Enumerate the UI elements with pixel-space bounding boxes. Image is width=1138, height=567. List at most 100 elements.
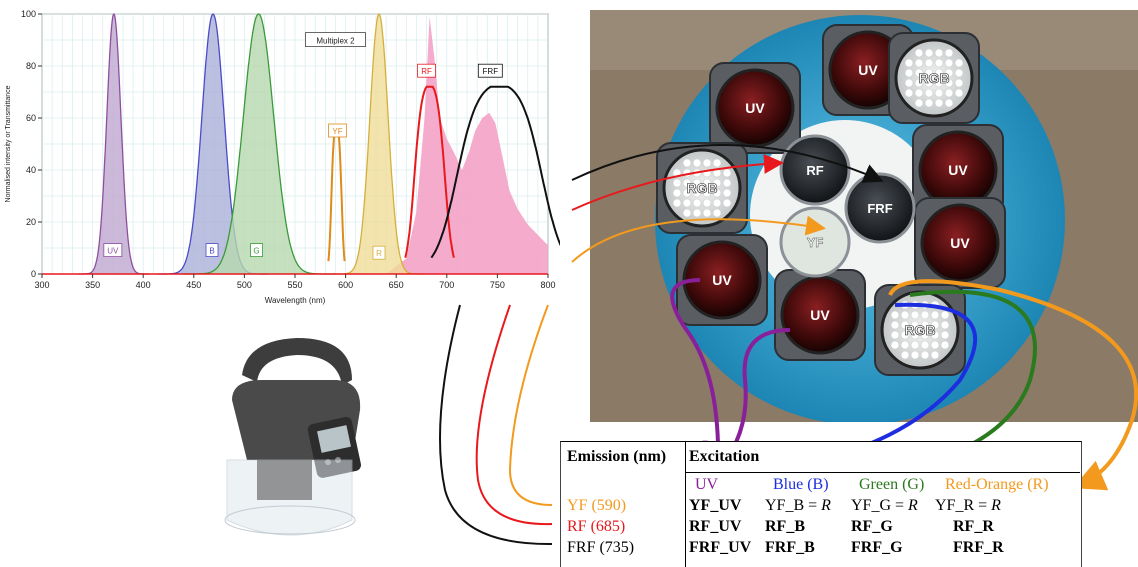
measurement-table: Emission (nm) Excitation UV Blue (B) Gre… [560,441,1082,567]
led-emitter [930,340,940,350]
led-emitter [954,68,964,78]
series-label-b: B [209,247,214,256]
series-label-rf: RF [421,67,432,76]
cell-yf-r: YF_R = R [935,497,1001,514]
cell-rf-b: RF_B [765,518,805,535]
led-emitter [940,340,950,350]
led-emitter [914,68,924,78]
x-axis-label: Wavelength (nm) [265,296,326,305]
led-emitter [682,208,692,218]
led-emitter [702,208,712,218]
led-label-uv: UV [948,162,968,178]
annotation-text: Multiplex 2 [316,37,355,46]
led-emitter [924,88,934,98]
led-emitter [930,350,940,360]
led-emitter [920,310,930,320]
series-label-box [250,243,263,258]
cell-yf-b: YF_B = R [765,497,831,514]
led-emitter [722,198,732,208]
y-tick-label: 60 [26,113,36,123]
series-label-box [205,243,219,258]
led-emitter [900,350,910,360]
filter-label-frf: FRF [867,201,892,216]
series-uv-fill [78,14,150,274]
row-yf: YF (590) [567,497,627,514]
frf-row-line [439,304,553,546]
yf-row-line [508,304,553,506]
col-blue: Blue (B) [773,476,829,493]
x-tick-label: 550 [287,280,302,290]
cell-frf-g: FRF_G [851,539,903,556]
y-tick-label: 100 [21,9,36,19]
led-emitter [924,78,934,88]
led-emitter [890,320,900,330]
led-emitter [920,300,930,310]
led-emitter [712,198,722,208]
series-uv-line [78,12,150,275]
led-emitter [910,340,920,350]
led-emitter [712,158,722,168]
x-tick-label: 750 [490,280,505,290]
series-b-fill [157,14,269,274]
cell-rf-uv: RF_UV [689,518,742,535]
led-emitter [712,168,722,178]
led-emitter [944,88,954,98]
led-emitter [924,48,934,58]
led-emitter [692,158,702,168]
series-frf-filter-line [430,85,560,259]
y-axis-label: Normalised intensity or Transmittance [5,85,12,202]
x-tick-label: 650 [389,280,404,290]
led-emitter [914,88,924,98]
handheld-device-photo [202,320,380,552]
led-emitter [904,58,914,68]
led-emitter [702,158,712,168]
led-emitter [692,208,702,218]
x-tick-label: 400 [136,280,151,290]
led-label-uv: UV [712,272,732,288]
header-emission: Emission (nm) [567,448,667,465]
led-emitter [920,350,930,360]
header-excitation: Excitation [689,448,760,465]
series-label-box [328,123,347,138]
led-emitter [934,48,944,58]
led-emitter [914,48,924,58]
led-emitter [954,58,964,68]
led-emitter [672,168,682,178]
led-emitter [934,98,944,108]
led-emitter [944,98,954,108]
series-g-fill [182,14,335,274]
cell-frf-b: FRF_B [765,539,815,556]
cell-frf-r: FRF_R [953,539,1004,556]
led-emitter [682,198,692,208]
led-emitter [944,78,954,88]
led-emitter [910,350,920,360]
led-emitter [934,68,944,78]
series-rf-filter-line [404,85,455,258]
led-emitter [954,78,964,88]
led-emitter [920,340,930,350]
led-emitter [672,198,682,208]
y-tick-label: 0 [31,269,36,279]
led-emitter [722,168,732,178]
led-emitter [954,88,964,98]
cell-yf-g: YF_G = R [851,497,918,514]
annotation-box [305,32,366,47]
led-emitter [890,340,900,350]
led-emitter [702,198,712,208]
led-emitter [914,58,924,68]
led-emitter [914,98,924,108]
led-label-rgb: RGB [904,322,935,338]
series-label-box [417,63,436,78]
led-emitter [890,330,900,340]
filter-label-yf: YF [807,235,824,250]
led-emitter [702,168,712,178]
spectrum-chart: 300 350 400 450 500 550 600 650 700 750 800 0 20 40 60… [5,9,560,305]
led-label-uv: UV [745,100,765,116]
row-frf: FRF (735) [567,539,635,556]
led-label-rgb: RGB [918,70,949,86]
x-tick-label: 350 [85,280,100,290]
led-emitter [934,88,944,98]
led-emitter [924,98,934,108]
led-emitter [682,168,692,178]
led-emitter [914,78,924,88]
